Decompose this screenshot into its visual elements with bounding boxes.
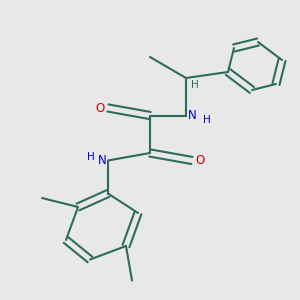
Text: O: O bbox=[96, 101, 105, 115]
Text: H: H bbox=[202, 115, 210, 125]
Text: H: H bbox=[87, 152, 94, 162]
Text: N: N bbox=[98, 154, 106, 167]
Text: O: O bbox=[195, 154, 204, 167]
Text: H: H bbox=[191, 80, 199, 91]
Text: N: N bbox=[188, 109, 196, 122]
